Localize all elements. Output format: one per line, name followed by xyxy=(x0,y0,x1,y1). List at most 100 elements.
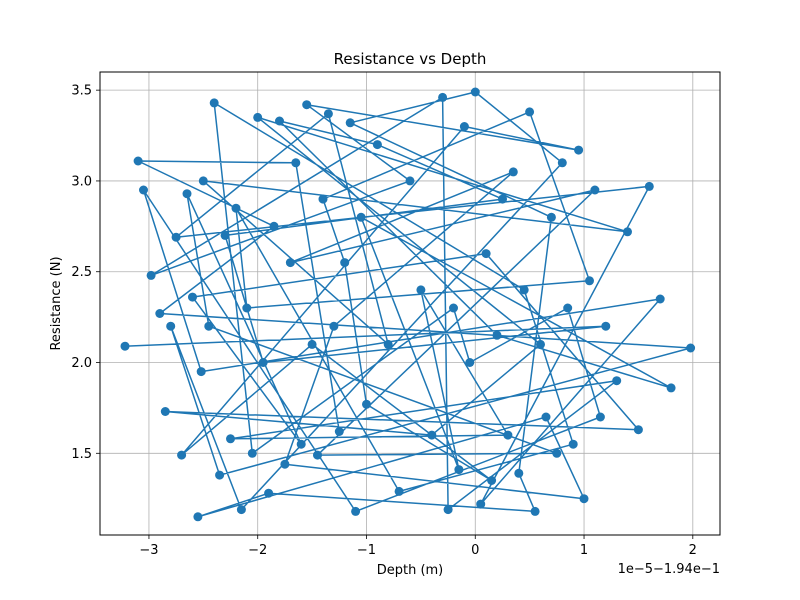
data-point xyxy=(198,176,208,186)
data-point xyxy=(329,321,339,331)
data-point xyxy=(160,407,170,416)
y-tick-label: 3.5 xyxy=(71,84,92,99)
data-point xyxy=(563,303,573,313)
data-point xyxy=(171,232,181,242)
data-point xyxy=(655,294,665,304)
data-layer xyxy=(120,87,696,522)
x-offset-label: 1e−5−1.94e−1 xyxy=(618,562,720,577)
data-point xyxy=(215,470,225,480)
chart-title: Resistance vs Depth xyxy=(334,50,487,68)
data-point xyxy=(307,339,317,349)
data-point xyxy=(633,425,643,435)
data-point xyxy=(541,412,551,422)
x-tick-label: 0 xyxy=(471,543,479,558)
data-point xyxy=(231,203,241,213)
data-point xyxy=(253,112,263,122)
data-point xyxy=(590,185,600,195)
data-point xyxy=(438,92,448,102)
data-point xyxy=(209,98,219,108)
data-point xyxy=(291,158,301,168)
data-point xyxy=(193,512,203,522)
data-point xyxy=(443,505,453,515)
data-point xyxy=(427,430,437,440)
y-tick-label: 1.5 xyxy=(71,447,92,462)
data-point xyxy=(340,258,350,268)
data-point xyxy=(188,292,197,302)
data-point xyxy=(296,439,306,449)
data-point xyxy=(226,434,235,444)
data-point xyxy=(258,358,268,367)
data-point xyxy=(546,212,556,222)
data-point xyxy=(585,276,594,286)
data-point xyxy=(146,270,156,280)
data-point xyxy=(155,309,165,318)
data-point xyxy=(394,486,404,496)
data-point xyxy=(182,189,192,199)
data-point xyxy=(525,107,535,117)
data-point xyxy=(264,488,274,498)
data-point xyxy=(481,249,491,259)
ticks: −3 −2 −1 0 1 2 1.5 2.0 2.5 3.0 3.5 xyxy=(71,84,697,558)
data-point xyxy=(177,450,187,460)
data-point xyxy=(536,339,545,349)
data-point xyxy=(514,468,524,478)
data-point xyxy=(120,341,130,351)
data-point xyxy=(236,505,246,515)
data-point xyxy=(247,448,257,458)
data-point xyxy=(459,122,469,131)
data-point xyxy=(644,181,654,191)
data-point xyxy=(351,506,361,516)
data-point xyxy=(405,176,415,186)
data-point xyxy=(666,383,676,393)
data-point xyxy=(487,476,497,485)
x-tick-label: −1 xyxy=(357,543,376,558)
data-point xyxy=(508,167,518,177)
data-point xyxy=(275,116,284,126)
data-point xyxy=(601,321,611,331)
data-point xyxy=(280,459,290,469)
data-point xyxy=(383,339,393,349)
x-tick-label: −2 xyxy=(248,543,267,558)
data-point xyxy=(372,140,382,150)
data-point xyxy=(503,430,513,440)
data-point xyxy=(196,367,206,377)
data-point xyxy=(345,118,355,128)
data-point xyxy=(204,321,214,331)
data-point xyxy=(519,285,529,295)
data-point xyxy=(334,427,344,436)
data-point xyxy=(492,330,502,340)
data-point xyxy=(313,450,322,460)
data-point xyxy=(362,399,371,409)
data-point xyxy=(686,343,696,353)
series-line xyxy=(124,91,692,518)
data-point xyxy=(498,194,507,204)
data-point xyxy=(166,321,176,331)
y-axis-label: Resistance (N) xyxy=(49,256,64,350)
data-point xyxy=(530,506,540,516)
data-point xyxy=(302,100,312,110)
data-point xyxy=(552,448,562,458)
data-point xyxy=(465,358,475,367)
x-axis-label: Depth (m) xyxy=(377,563,444,578)
data-point xyxy=(139,185,148,195)
data-point xyxy=(133,156,143,166)
data-point xyxy=(612,376,622,386)
plot-frame xyxy=(99,71,721,536)
data-point xyxy=(574,145,584,155)
y-tick-label: 2.5 xyxy=(71,265,92,280)
data-point xyxy=(623,227,632,237)
data-point xyxy=(579,494,589,504)
data-point xyxy=(323,109,333,119)
x-tick-label: 2 xyxy=(689,543,697,558)
data-point xyxy=(568,439,578,449)
x-tick-label: 1 xyxy=(580,543,588,558)
data-point xyxy=(454,465,464,475)
data-point xyxy=(557,158,567,168)
data-point xyxy=(269,221,279,231)
data-point xyxy=(220,230,230,240)
data-point xyxy=(470,87,480,97)
data-point xyxy=(476,499,486,509)
data-point xyxy=(242,303,252,313)
